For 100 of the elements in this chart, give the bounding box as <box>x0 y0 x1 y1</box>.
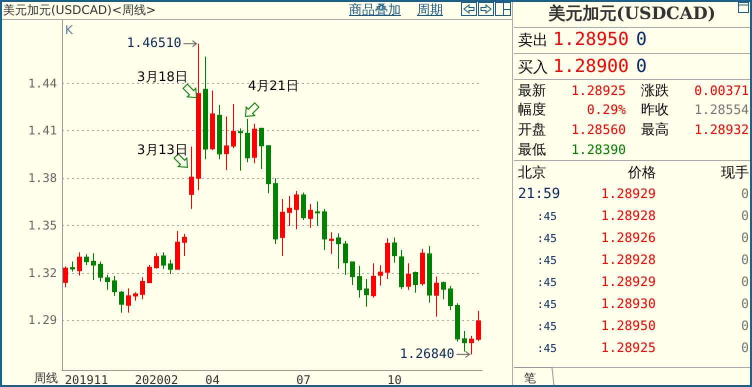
candlestick <box>469 335 474 355</box>
text: 21:59 <box>518 186 560 202</box>
candlestick <box>119 290 124 314</box>
candlestick <box>147 264 152 284</box>
candlestick <box>77 252 82 276</box>
text: 0 <box>741 208 749 224</box>
text: 0 <box>636 56 647 77</box>
text: 1.28950 <box>553 29 629 50</box>
candlestick <box>168 259 173 274</box>
candlestick <box>462 330 467 352</box>
candlestick <box>133 292 138 302</box>
text: 0 <box>741 252 749 268</box>
x-tick-label: 04 <box>205 373 220 387</box>
candlestick <box>406 262 411 290</box>
text: 1.28928 <box>601 252 656 268</box>
annotation: K <box>65 23 73 37</box>
candlestick <box>259 127 264 170</box>
annotation: 4月21日 <box>248 78 299 94</box>
text: 0 <box>741 230 749 246</box>
candlestick <box>231 104 236 149</box>
text: 0 <box>741 340 749 356</box>
text: 1.28950 <box>601 318 656 334</box>
text: 开盘 <box>518 122 546 138</box>
x-tick-label: 10 <box>387 373 402 387</box>
text: 1.28390 <box>571 142 626 158</box>
text: 现手 <box>721 165 749 181</box>
y-tick-label: 1.29 <box>28 313 57 328</box>
candlestick <box>175 230 180 270</box>
candlestick <box>105 274 110 290</box>
candlestick <box>448 285 453 310</box>
text: 0 <box>741 274 749 290</box>
candlestick <box>98 261 103 282</box>
candlestick <box>427 246 432 304</box>
candlestick <box>476 310 481 342</box>
annotation: 1.26840 <box>400 346 454 362</box>
candlestick <box>189 146 194 210</box>
candlestick <box>441 281 446 300</box>
text: 最新 <box>518 83 546 99</box>
text: 昨收 <box>641 102 669 118</box>
candlestick <box>112 276 117 296</box>
candlestick <box>294 190 299 230</box>
text: 1.28925 <box>571 84 626 98</box>
text: 1.28930 <box>601 296 656 312</box>
y-tick-label: 1.44 <box>28 76 57 90</box>
text: 1.28925 <box>601 340 656 356</box>
text: 0 <box>636 29 647 50</box>
text: 0 <box>741 296 749 312</box>
candlestick <box>455 302 460 342</box>
text: 幅度 <box>518 102 546 118</box>
text: 最低 <box>518 142 546 158</box>
text: :45 <box>537 210 557 222</box>
text: :45 <box>537 298 557 310</box>
candlestick <box>385 238 390 280</box>
candlestick <box>224 116 229 171</box>
candlestick <box>420 248 425 286</box>
annotation: 3月13日 <box>137 142 188 158</box>
text: 0 <box>741 318 749 334</box>
text: 商品叠加 <box>349 2 401 18</box>
text: 1.28929 <box>601 186 656 202</box>
text: 涨跌 <box>641 83 669 99</box>
candlestick <box>399 249 404 290</box>
candlestick <box>350 261 355 286</box>
candlestick <box>343 240 348 276</box>
candlestick <box>217 104 222 160</box>
candlestick <box>252 123 257 164</box>
y-tick-label: 1.35 <box>28 218 57 232</box>
candlestick <box>287 195 292 226</box>
candlestick <box>413 271 418 294</box>
candlestick <box>140 276 145 300</box>
candlestick <box>63 266 68 288</box>
candlestick <box>245 118 250 163</box>
candlestick <box>91 252 96 280</box>
y-tick-label: 1.38 <box>28 171 57 186</box>
text: 1.28932 <box>694 122 749 138</box>
text: :45 <box>537 320 557 332</box>
text: 北京 <box>518 165 546 181</box>
text: 1.28900 <box>553 56 629 77</box>
text: :45 <box>537 276 557 288</box>
candlestick <box>161 252 166 270</box>
text: :45 <box>537 342 557 354</box>
candlestick <box>280 198 285 256</box>
candlestick <box>70 261 75 272</box>
text: 1.28929 <box>601 274 656 290</box>
candlestick <box>434 276 439 318</box>
text: 周期 <box>417 2 443 18</box>
candlestick <box>336 232 341 270</box>
text: :45 <box>537 254 557 266</box>
candlestick <box>238 128 243 172</box>
annotation: 3月18日 <box>137 70 188 84</box>
candlestick <box>378 264 383 286</box>
candlestick <box>371 262 376 298</box>
annotation: 1.46510 <box>126 36 182 52</box>
chart-title: 美元加元(USDCAD)<周线> <box>3 3 156 17</box>
candlestick <box>357 265 362 298</box>
candlestick <box>266 144 271 194</box>
candlestick <box>364 278 369 308</box>
x-tick-label: 201911 <box>64 373 108 387</box>
candlestick <box>126 288 131 314</box>
text: 1.28554 <box>694 102 749 118</box>
y-tick-label: 1.41 <box>28 124 57 138</box>
